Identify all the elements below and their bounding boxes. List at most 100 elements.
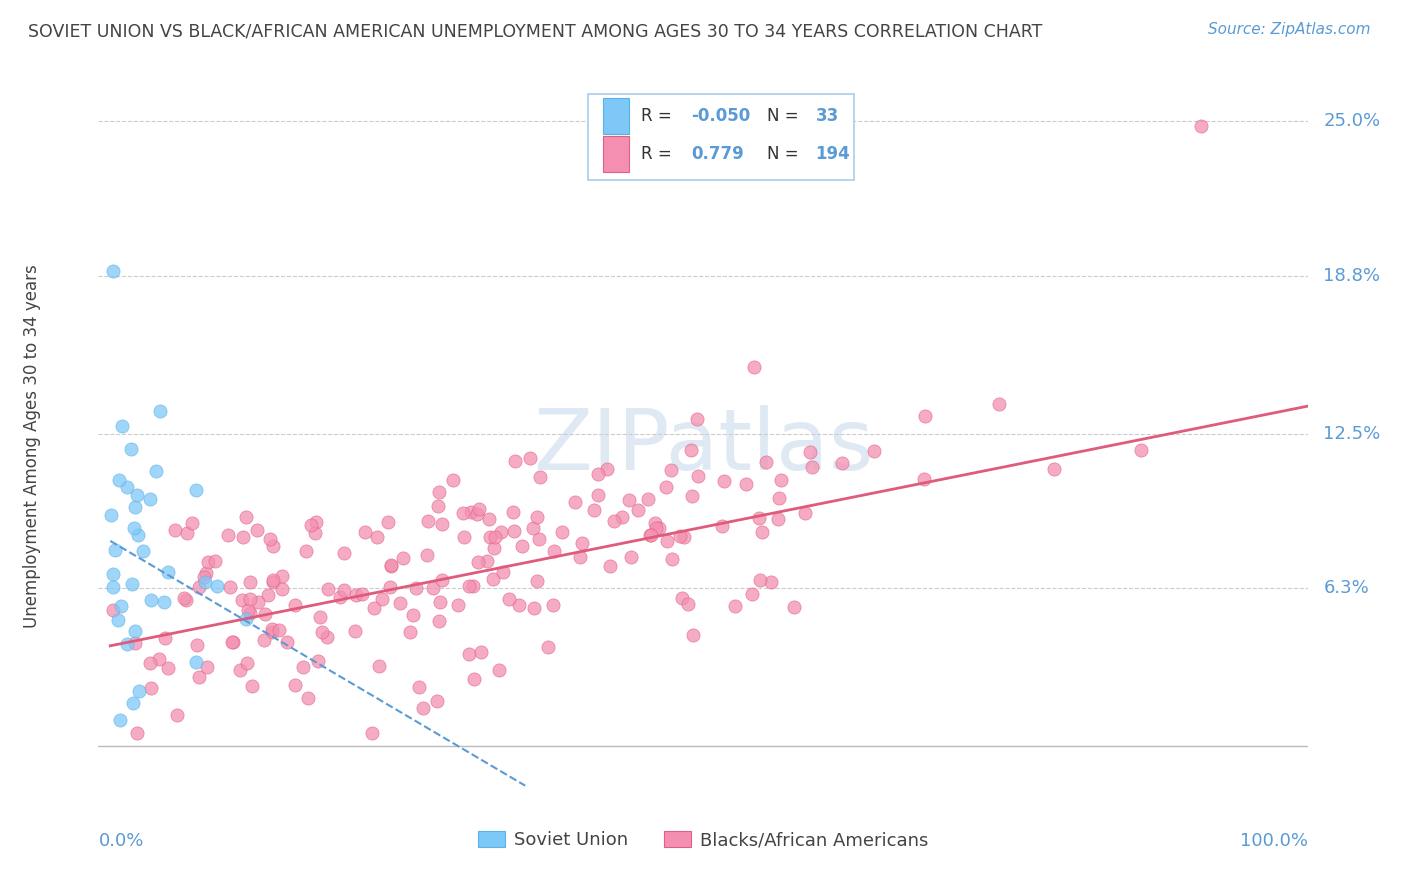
Point [648,521,671,535]
Point [100,508,122,522]
Text: SOVIET UNION VS BLACK/AFRICAN AMERICAN UNEMPLOYMENT AMONG AGES 30 TO 34 YEARS CO: SOVIET UNION VS BLACK/AFRICAN AMERICAN U… [28,22,1042,40]
Point [654,480,676,494]
Point [124,624,146,639]
Point [205,579,228,593]
Point [426,499,449,513]
Point [749,574,772,588]
Point [498,591,520,606]
Point [427,484,450,499]
Point [640,528,662,542]
Point [246,594,269,608]
Point [519,450,541,465]
Point [441,473,464,487]
Point [482,541,505,555]
Point [380,580,402,594]
Point [627,502,650,516]
Point [659,463,682,477]
Point [187,580,209,594]
Point [481,572,503,586]
FancyBboxPatch shape [588,94,855,180]
Point [344,588,367,602]
Point [529,532,551,546]
Point [392,550,415,565]
Point [295,544,318,558]
Point [655,533,678,548]
Point [612,510,634,524]
Point [389,595,412,609]
Point [638,528,661,542]
Point [412,700,434,714]
Text: 0.0%: 0.0% [98,832,143,850]
Text: 12.5%: 12.5% [1323,425,1381,442]
Point [125,726,148,740]
Point [111,419,134,434]
Point [299,518,322,533]
Point [139,681,162,695]
Point [734,476,756,491]
Text: -0.050: -0.050 [690,107,751,126]
Point [276,635,298,649]
Point [380,558,402,572]
Point [564,494,586,508]
Point [197,555,219,569]
Point [124,521,146,535]
Point [671,591,693,605]
Point [1189,120,1212,134]
Point [427,614,450,628]
Point [367,658,389,673]
Point [430,573,453,587]
Point [188,670,211,684]
Point [120,442,142,456]
Point [174,592,197,607]
Point [333,583,356,598]
Point [713,474,735,488]
Text: R =: R = [641,107,672,126]
Point [711,519,734,533]
Point [193,570,215,584]
Point [236,603,259,617]
Point [353,524,375,539]
Point [447,599,470,613]
Point [432,516,454,531]
Point [221,634,243,648]
Point [467,555,489,569]
Point [644,516,666,530]
Point [741,587,763,601]
Text: R =: R = [641,145,672,163]
Point [755,455,778,469]
Point [551,524,574,539]
Point [194,566,217,580]
Point [408,680,430,694]
Point [115,637,138,651]
Text: Source: ZipAtlas.com: Source: ZipAtlas.com [1208,22,1371,37]
Point [377,516,399,530]
Text: N =: N = [768,107,799,126]
Point [799,445,821,459]
Point [204,554,226,568]
Point [451,506,474,520]
Point [262,575,284,590]
Point [107,614,129,628]
Text: 6.3%: 6.3% [1323,580,1369,598]
Point [489,524,512,539]
Text: 194: 194 [815,145,851,163]
Point [661,552,683,566]
Text: ZIPatlas: ZIPatlas [533,404,873,488]
Point [101,603,124,617]
Point [794,506,817,520]
Point [121,697,143,711]
Point [477,554,499,568]
Point [184,483,207,498]
Point [508,598,530,612]
Point [245,523,267,537]
Point [231,592,253,607]
Bar [603,136,630,172]
Point [724,599,747,613]
Point [125,488,148,502]
Point [176,526,198,541]
Point [315,630,337,644]
Point [110,599,132,614]
Point [398,624,420,639]
Point [637,492,659,507]
Point [537,640,560,654]
